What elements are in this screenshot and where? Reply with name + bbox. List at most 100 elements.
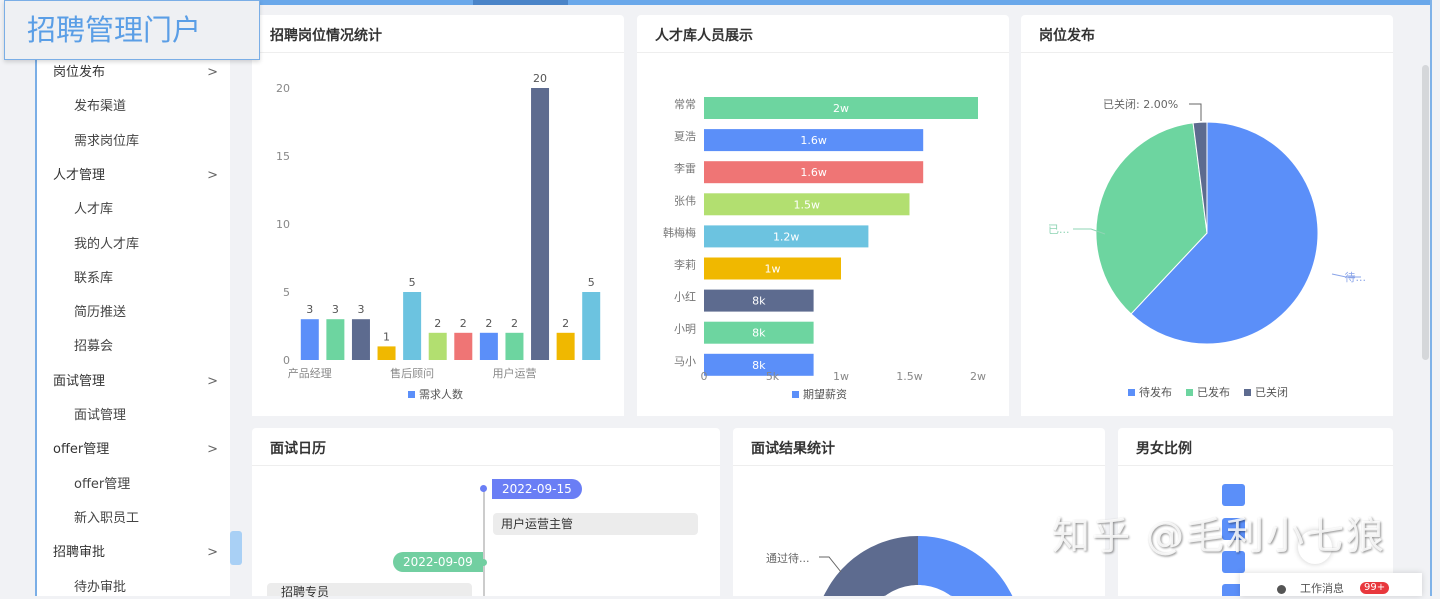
card-interview-result: 面试结果统计 通过待...: [733, 428, 1105, 596]
sidebar-item[interactable]: offer管理: [74, 476, 131, 492]
scrollbar[interactable]: [1422, 65, 1429, 360]
bar: [704, 161, 924, 184]
job-publish-pie-chart: 待...已...已关闭: 2.00%待发布 已发布 已关闭: [1048, 97, 1366, 399]
sidebar-menu-4[interactable]: 招聘审批 >: [53, 545, 218, 560]
sidebar-menu-3[interactable]: offer管理 >: [53, 442, 218, 457]
top-bar-active-tab[interactable]: [473, 0, 568, 5]
bar-data-label: 1w: [765, 263, 781, 276]
donut-label-line: [819, 556, 842, 573]
message-icon: [1277, 585, 1286, 594]
sidebar-item[interactable]: 简历推送: [74, 305, 127, 321]
bar-data-label: 5: [409, 276, 416, 289]
timeline-date-tag[interactable]: 2022-09-09: [393, 552, 483, 572]
bar: [377, 346, 396, 360]
sidebar-menu-2[interactable]: 面试管理 >: [53, 374, 218, 389]
card-title: 岗位发布: [1021, 15, 1393, 53]
pie-slice: [1130, 121, 1319, 345]
bar: [428, 332, 447, 360]
legend-label: 期望薪资: [803, 388, 847, 401]
menu-label: 招聘审批: [53, 545, 106, 561]
card-calendar: 面试日历: [252, 428, 720, 596]
y-tick-label: 李雷: [674, 161, 696, 175]
gender-pictorial-bar: [1222, 584, 1245, 596]
gender-pictorial-bar: [1222, 551, 1245, 573]
window-border: [1430, 0, 1432, 596]
chevron-right-icon: >: [207, 167, 218, 183]
gender-pictorial-bar: [1222, 518, 1245, 540]
y-tick-label: 夏浩: [674, 130, 696, 143]
sidebar-menu-0[interactable]: 岗位发布 >: [53, 65, 218, 80]
y-tick-label: 常常: [674, 98, 696, 111]
bar: [300, 319, 319, 360]
messages-label: 工作消息: [1300, 582, 1344, 595]
bar-data-label: 1: [383, 330, 390, 343]
x-tick-label: 1.5w: [896, 370, 923, 383]
bar-data-label: 8k: [752, 327, 766, 340]
y-tick-label: 马小: [674, 355, 696, 368]
floating-button[interactable]: [1298, 530, 1332, 564]
pie-slice: [1095, 122, 1208, 315]
sidebar-item[interactable]: 招募会: [74, 339, 114, 355]
y-tick-label: 15: [276, 150, 290, 163]
card-gender: 男女比例: [1118, 428, 1393, 596]
sidebar-menu-1[interactable]: 人才管理 >: [53, 168, 218, 183]
y-tick-label: 张伟: [674, 194, 696, 207]
bar: [454, 332, 473, 360]
timeline-dot: [480, 559, 487, 566]
y-tick-label: 韩梅梅: [663, 225, 696, 239]
chevron-right-icon: >: [207, 373, 218, 389]
sidebar: 岗位发布 > 发布渠道需求岗位库人才管理 > 人才库我的人才库联系库简历推送招募会面试管…: [35, 55, 230, 596]
sidebar-item[interactable]: 需求岗位库: [74, 133, 140, 149]
bar: [582, 292, 601, 360]
pie-label-line: [1189, 103, 1202, 121]
x-tick-label: 2w: [970, 370, 986, 383]
chevron-right-icon: >: [207, 65, 218, 80]
timeline-event[interactable]: 用户运营主管: [493, 513, 698, 535]
bar-data-label: 8k: [752, 295, 766, 308]
y-tick-label: 20: [276, 82, 290, 95]
bar-data-label: 2: [562, 317, 569, 330]
x-tick-label: 1w: [833, 370, 849, 383]
sidebar-item[interactable]: 新入职员工: [74, 510, 140, 526]
pie-label: 已...: [1048, 223, 1070, 236]
bar-data-label: 8k: [752, 359, 766, 372]
donut-slice: [814, 536, 918, 596]
sidebar-item[interactable]: 人才库: [74, 202, 114, 218]
bar-data-label: 2: [511, 317, 518, 330]
sidebar-item[interactable]: 待办审批: [74, 579, 127, 595]
bar-data-label: 1.6w: [800, 134, 827, 147]
bar-data-label: 2: [485, 317, 492, 330]
watermark: 知乎 @毛利小七狼: [1052, 514, 1387, 558]
bar: [505, 332, 524, 360]
x-tick-label: 5k: [766, 370, 780, 383]
sidebar-item[interactable]: 面试管理: [74, 408, 127, 423]
timeline-date-tag[interactable]: 2022-09-15: [492, 479, 582, 499]
legend-marker: [1244, 389, 1251, 396]
app-logo: 招聘管理门户: [4, 0, 260, 60]
legend-marker: [1186, 389, 1193, 396]
card-title: 招聘岗位情况统计: [252, 15, 624, 53]
sidebar-item[interactable]: 我的人才库: [74, 236, 140, 252]
pie-label-line: [1331, 273, 1361, 278]
menu-label: 面试管理: [53, 373, 106, 389]
donut-slice: [918, 536, 1022, 596]
sidebar-collapse-handle[interactable]: [230, 531, 242, 565]
work-messages-panel[interactable]: 工作消息 99+: [1240, 573, 1422, 596]
bar-data-label: 3: [332, 303, 339, 316]
menu-label: 岗位发布: [53, 65, 106, 80]
gender-pictorial-bar: [1222, 484, 1245, 506]
timeline-event[interactable]: 招聘专员: [267, 583, 472, 599]
card-title: 面试日历: [252, 428, 720, 466]
legend-marker: [408, 391, 415, 398]
pie-label-line: [1073, 228, 1106, 235]
chevron-right-icon: >: [207, 545, 218, 561]
bar: [704, 193, 910, 216]
sidebar-item[interactable]: 发布渠道: [74, 99, 127, 115]
timeline-dot: [480, 485, 487, 492]
bar: [704, 257, 841, 280]
bar: [704, 225, 869, 248]
donut-label: 通过待...: [766, 551, 810, 565]
y-tick-label: 0: [283, 354, 290, 367]
sidebar-item[interactable]: 联系库: [74, 270, 114, 286]
x-tick-label: 售后顾问: [390, 366, 434, 380]
